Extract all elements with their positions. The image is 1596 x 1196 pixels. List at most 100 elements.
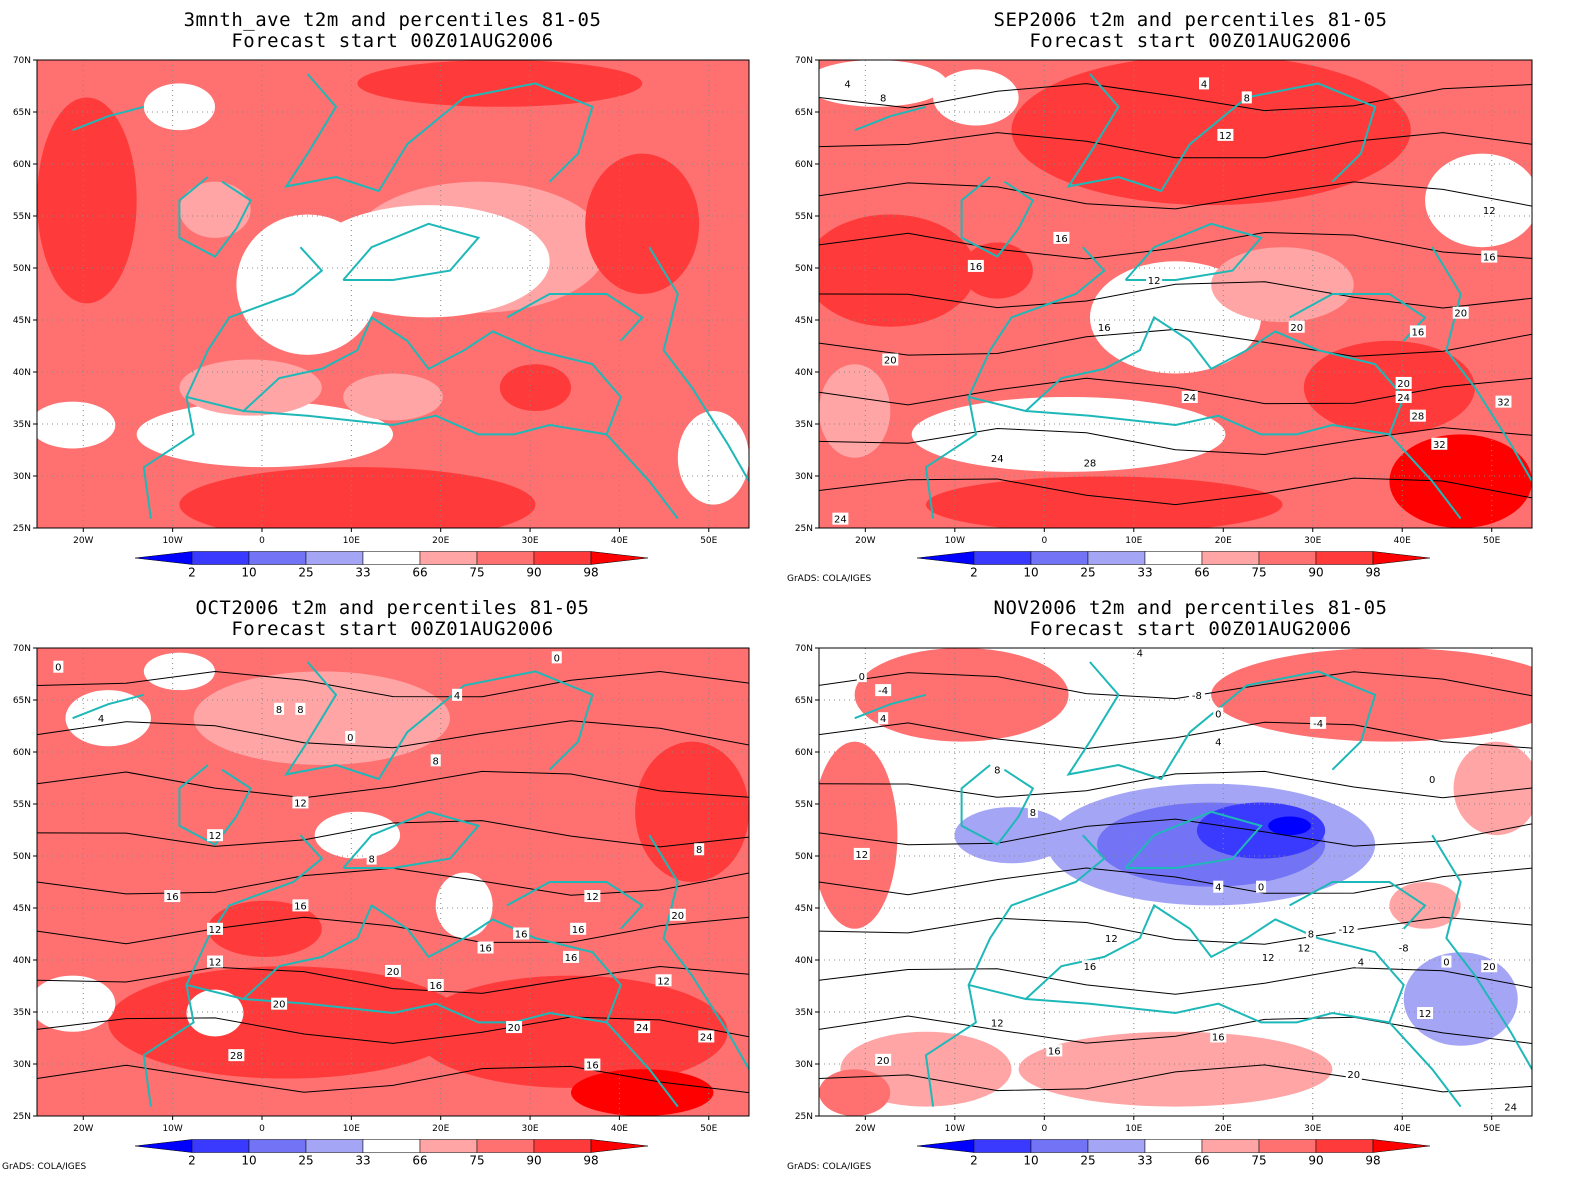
colorbar-label: 98 <box>583 566 598 580</box>
percentile-region <box>1425 153 1532 248</box>
lat-tick-label: 30N <box>795 472 813 482</box>
contour-label: 0 <box>859 672 865 683</box>
percentile-region <box>819 741 898 929</box>
contour-label: 20 <box>273 1000 286 1011</box>
coastline <box>342 222 481 281</box>
coastline <box>72 105 145 132</box>
contour-label: 4 <box>880 714 886 725</box>
percentile-region <box>819 214 976 327</box>
contour-label: 20 <box>508 1023 521 1034</box>
colorbar-label: 66 <box>1194 566 1209 580</box>
isotherm-line <box>819 1064 1532 1093</box>
lat-tick-label: 30N <box>795 1060 813 1070</box>
colorbar-label: 10 <box>1023 566 1038 580</box>
contour-label: 16 <box>1098 323 1111 334</box>
contour-label: 8 <box>1308 929 1314 940</box>
contour-label: 0 <box>55 663 61 674</box>
coastline <box>924 396 978 519</box>
contour-label: 20 <box>884 356 897 367</box>
lat-tick-label: 45N <box>795 904 813 914</box>
percentile-region <box>143 652 215 691</box>
contour-label: 8 <box>1244 93 1250 104</box>
map-plot: 70N 65N 60N 55N 50N 45N 40N 35N 30N 25N 20W 10W 0 10E… <box>13 56 750 580</box>
map-frame <box>36 59 750 529</box>
colorbar-label: 98 <box>1365 566 1380 580</box>
contour-label: 24 <box>700 1032 713 1043</box>
lat-tick-label: 60N <box>13 160 31 170</box>
colorbar-label: 66 <box>412 1154 427 1168</box>
coastline <box>1066 73 1377 193</box>
coastline <box>1124 810 1263 869</box>
isotherm-line <box>37 1016 749 1044</box>
lon-tick-label: 20W <box>73 1124 93 1134</box>
lon-tick-label: 30E <box>1304 536 1321 546</box>
grads-credit: GrADS: COLA/IGES <box>787 1162 872 1172</box>
coastline <box>243 410 607 436</box>
lon-tick-label: 30E <box>521 536 538 546</box>
lon-tick-label: 10W <box>945 536 965 546</box>
coastline <box>605 433 679 520</box>
colorbar-label: 10 <box>1023 1154 1038 1168</box>
contour-label: 4 <box>1137 649 1143 660</box>
isotherm-line <box>819 477 1532 506</box>
colorbar-label: 75 <box>1251 1154 1266 1168</box>
percentile-region <box>819 60 948 107</box>
contour-label: 4 <box>1358 958 1364 969</box>
grads-credit: GrADS: COLA/IGES <box>2 1162 87 1172</box>
contour-label: 12 <box>855 850 868 861</box>
contour-label: 0 <box>347 733 353 744</box>
lat-tick-label: 65N <box>795 696 813 706</box>
contour-label: 0 <box>554 653 560 664</box>
lon-tick-label: 0 <box>1041 1124 1047 1134</box>
isotherm-line <box>37 770 749 799</box>
contour-label: 16 <box>572 925 585 936</box>
lat-tick-label: 60N <box>13 748 31 758</box>
colorbar-label: 98 <box>583 1154 598 1168</box>
lon-tick-label: 20W <box>73 536 93 546</box>
contour-label: 12 <box>1148 276 1161 287</box>
lon-tick-label: 0 <box>1041 536 1047 546</box>
contour-label: 8 <box>880 93 886 104</box>
contour-label: 20 <box>1290 323 1303 334</box>
contour-label: 24 <box>1183 393 1196 404</box>
colorbar-label: 2 <box>188 1154 196 1168</box>
lat-tick-label: 35N <box>795 420 813 430</box>
lat-tick-label: 40N <box>795 368 813 378</box>
lat-tick-label: 40N <box>795 956 813 966</box>
contour-label: -4 <box>878 686 888 697</box>
contour-label: 8 <box>696 845 702 856</box>
contour-label: 24 <box>636 1023 649 1034</box>
isotherm-line <box>37 720 749 749</box>
contour-label: -8 <box>1192 691 1202 702</box>
percentile-region <box>186 989 244 1037</box>
colorbar <box>134 1139 649 1153</box>
contour-label: 12 <box>1483 206 1496 217</box>
contour-label: 12 <box>209 831 222 842</box>
percentile-region <box>961 242 1033 299</box>
coastline <box>605 1021 679 1108</box>
contour-label: 24 <box>1504 1103 1517 1114</box>
percentile-region <box>933 69 1019 126</box>
colorbar-label: 25 <box>1080 1154 1095 1168</box>
lon-tick-label: 20E <box>1215 1124 1232 1134</box>
lat-tick-label: 30N <box>13 472 31 482</box>
colorbar <box>916 551 1431 565</box>
coastline <box>142 396 195 519</box>
lon-tick-label: 40E <box>1394 536 1411 546</box>
coastline <box>1289 293 1427 342</box>
contour-label: 20 <box>1347 1070 1360 1081</box>
contour-label: 8 <box>994 766 1000 777</box>
lat-tick-label: 50N <box>795 264 813 274</box>
map-frame <box>36 647 750 1117</box>
percentile-region <box>1389 434 1532 528</box>
contour-label: 8 <box>276 705 282 716</box>
colorbar-label: 2 <box>970 1154 978 1168</box>
coastline <box>854 693 927 720</box>
lat-tick-label: 70N <box>13 644 31 654</box>
coastline <box>1025 998 1390 1024</box>
coastline <box>960 176 1035 258</box>
percentile-region <box>179 359 322 416</box>
coastline <box>243 998 607 1024</box>
contour-label: 12 <box>1105 934 1118 945</box>
lat-tick-label: 25N <box>13 1112 31 1122</box>
